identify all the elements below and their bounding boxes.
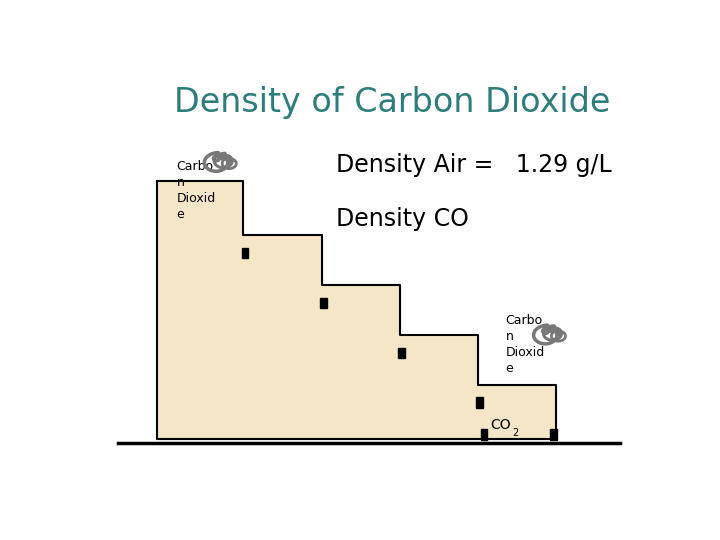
Text: Density CO: Density CO <box>336 207 469 231</box>
Bar <box>320 298 327 308</box>
Bar <box>242 248 248 258</box>
Text: Carbo
n
Dioxid
e: Carbo n Dioxid e <box>176 160 216 221</box>
Polygon shape <box>157 181 556 439</box>
Text: Density of Carbon Dioxide: Density of Carbon Dioxide <box>174 85 610 119</box>
Bar <box>476 397 483 408</box>
Text: CO: CO <box>490 418 511 433</box>
Bar <box>481 429 487 440</box>
Text: 2: 2 <box>512 428 518 438</box>
Bar <box>398 348 405 358</box>
Text: Density Air =   1.29 g/L: Density Air = 1.29 g/L <box>336 153 611 177</box>
Bar <box>550 429 557 440</box>
Text: Carbo
n
Dioxid
e: Carbo n Dioxid e <box>505 314 545 375</box>
